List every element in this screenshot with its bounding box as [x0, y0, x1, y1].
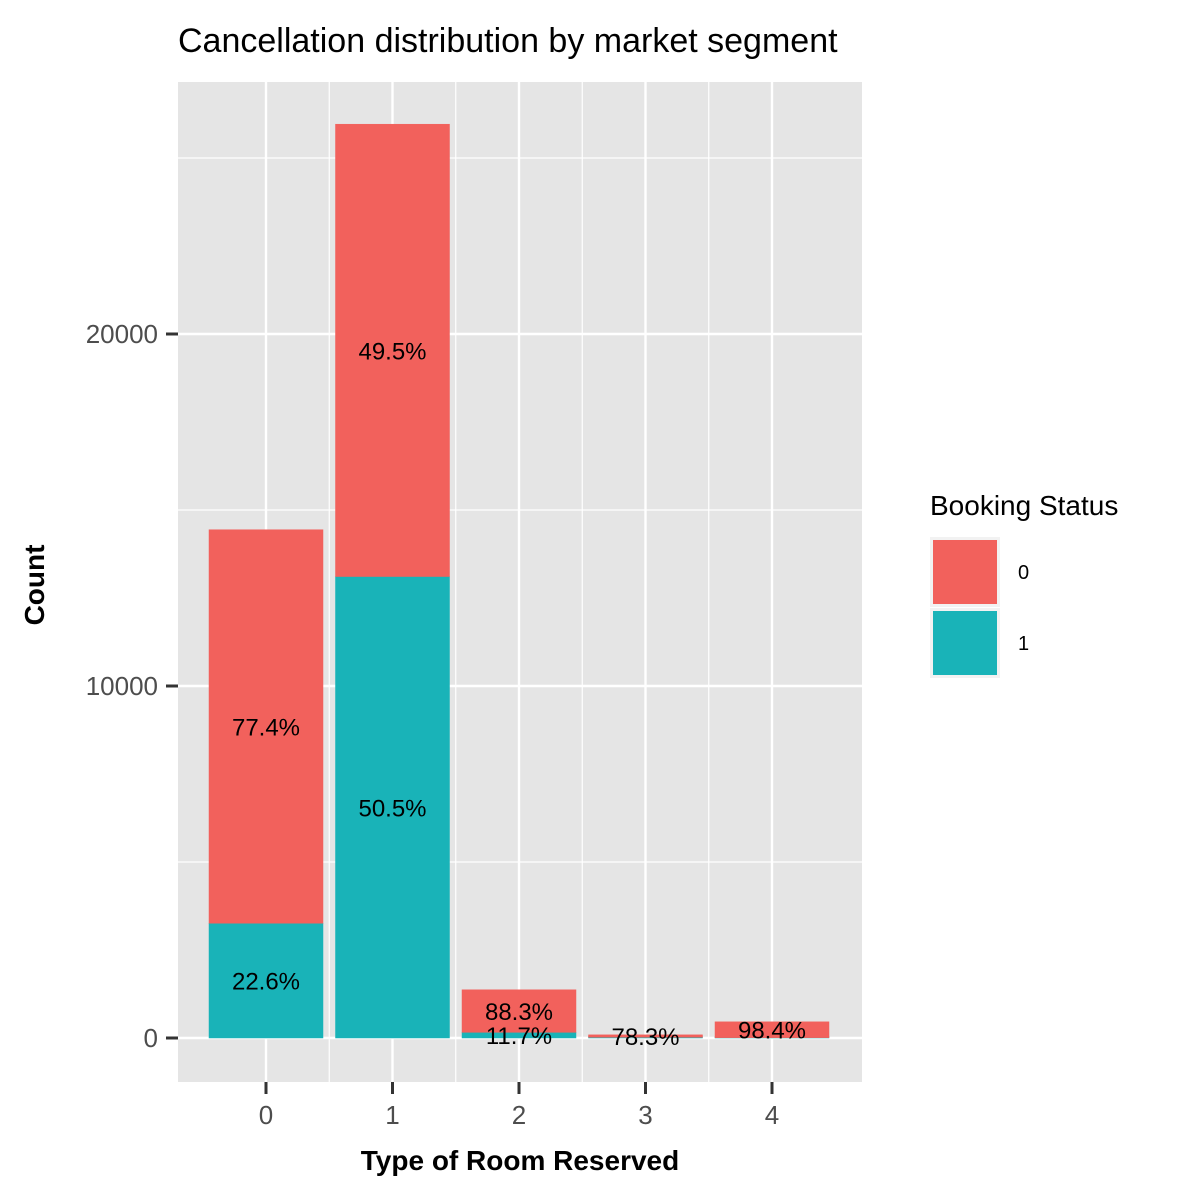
bar-segment	[208, 529, 324, 924]
data-label: 88.3%	[485, 999, 553, 1026]
data-label: 98.4%	[738, 1018, 806, 1045]
bar-segment	[461, 989, 577, 1033]
y-tick-label: 0	[144, 1023, 158, 1053]
chart-title: Cancellation distribution by market segm…	[178, 22, 838, 60]
data-label: 78.3%	[611, 1024, 679, 1051]
y-tick-label: 20000	[86, 319, 158, 349]
bar-segment	[588, 1034, 703, 1038]
legend-key-swatch	[933, 540, 997, 604]
data-label: 22.6%	[232, 969, 300, 996]
x-tick-label: 3	[638, 1100, 652, 1130]
x-tick-label: 0	[259, 1100, 273, 1130]
data-label: 49.5%	[358, 338, 426, 365]
bar-segment	[335, 123, 450, 577]
x-tick-label: 2	[512, 1100, 526, 1130]
data-label: 77.4%	[232, 714, 300, 741]
legend-key-label: 1	[1018, 633, 1029, 655]
y-axis: 0 10000 20000	[86, 319, 178, 1053]
legend: Booking Status 01	[930, 490, 1118, 678]
x-axis: 0 1 2 3 4	[259, 1082, 779, 1130]
bar-segment	[335, 576, 450, 1039]
bars	[208, 123, 830, 1039]
data-label: 11.7%	[486, 1023, 552, 1050]
y-tick-label: 10000	[86, 671, 158, 701]
data-label: 50.5%	[358, 795, 426, 822]
x-axis-title: Type of Room Reserved	[361, 1145, 679, 1176]
x-tick-label: 4	[765, 1100, 779, 1130]
legend-key-label: 0	[1018, 562, 1029, 584]
data-labels: 22.6% 77.4% 50.5% 49.5% 11.7%88.3% 78.3% 98.4%	[232, 338, 806, 1051]
legend-key-swatch	[933, 611, 997, 675]
legend-title: Booking Status	[930, 490, 1118, 521]
x-tick-label: 1	[385, 1100, 399, 1130]
y-axis-title: Count	[19, 545, 50, 626]
bar-segment	[714, 1021, 830, 1038]
legend-keys: 01	[930, 537, 1029, 678]
